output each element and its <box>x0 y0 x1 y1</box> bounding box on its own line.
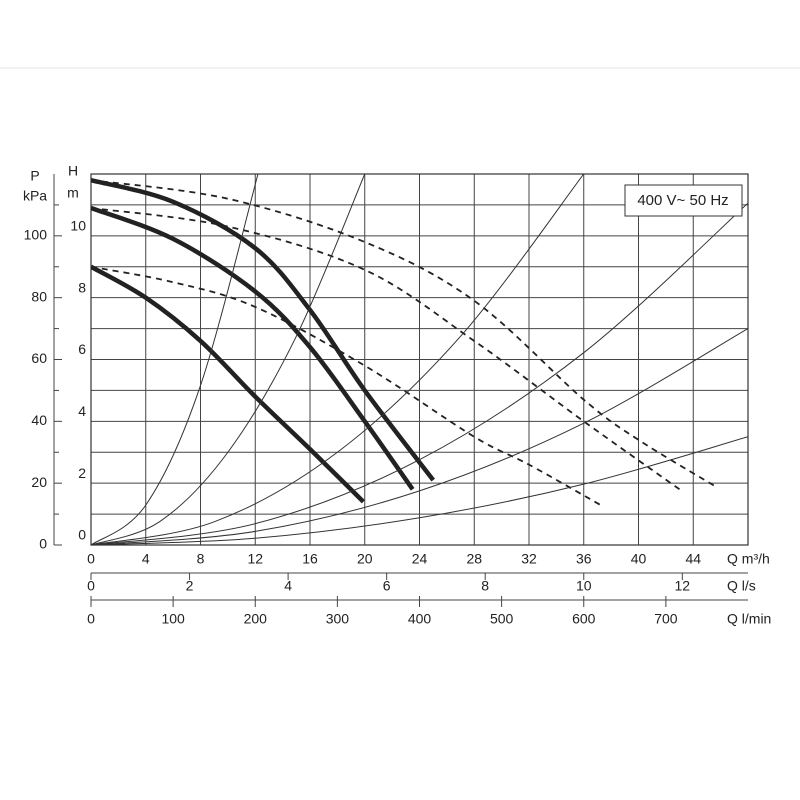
curve <box>91 205 415 491</box>
x3-tick-label: 500 <box>490 611 514 627</box>
p-unit: kPa <box>23 188 47 204</box>
curve <box>91 264 365 504</box>
curve <box>91 178 435 482</box>
x3-tick-label: 600 <box>572 611 596 627</box>
x-tick-label: 32 <box>521 551 537 567</box>
p-tick-label: 0 <box>39 536 47 552</box>
curve <box>91 265 601 506</box>
y-tick-label: 10 <box>70 218 86 234</box>
x3-tick-label: 200 <box>244 611 268 627</box>
p-tick-label: 60 <box>31 350 47 366</box>
x-tick-label: 40 <box>631 551 647 567</box>
h-label: H <box>68 163 78 179</box>
plot-frame <box>90 173 749 546</box>
p-tick-label: 20 <box>31 474 47 490</box>
p-tick-label: 100 <box>24 227 48 243</box>
x-tick-label: 36 <box>576 551 592 567</box>
x2-tick-label: 10 <box>576 578 592 594</box>
x-tick-label: 12 <box>247 551 263 567</box>
x-tick-label: 20 <box>357 551 373 567</box>
x2-tick-label: 4 <box>284 578 292 594</box>
x-tick-label: 24 <box>412 551 428 567</box>
info-label: 400 V~ 50 Hz <box>637 192 728 209</box>
curve <box>91 328 748 545</box>
curve <box>91 436 748 545</box>
curve <box>91 174 585 545</box>
x2-tick-label: 8 <box>481 578 489 594</box>
x-tick-label: 0 <box>87 551 95 567</box>
x-tick-label: 28 <box>466 551 482 567</box>
y-tick-label: 2 <box>78 465 86 481</box>
x-tick-label: 16 <box>302 551 318 567</box>
y-tick-label: 6 <box>78 341 86 357</box>
x3-axis-label: Q l/min <box>727 611 771 627</box>
curve <box>91 202 748 545</box>
x-axis-label: Q m³/h <box>727 551 770 567</box>
x3-tick-label: 300 <box>326 611 350 627</box>
curve <box>91 207 681 491</box>
x3-tick-label: 0 <box>87 611 95 627</box>
x3-tick-label: 700 <box>654 611 678 627</box>
x-tick-label: 44 <box>685 551 701 567</box>
x-tick-label: 4 <box>142 551 150 567</box>
curve <box>91 174 259 545</box>
x3-tick-label: 100 <box>161 611 185 627</box>
p-tick-label: 80 <box>31 288 47 304</box>
p-label: P <box>30 168 39 184</box>
x2-tick-label: 0 <box>87 578 95 594</box>
y-tick-label: 8 <box>78 279 86 295</box>
curve <box>91 174 366 545</box>
info-box <box>624 184 743 217</box>
x2-tick-label: 2 <box>186 578 194 594</box>
x3-tick-label: 400 <box>408 611 432 627</box>
y-tick-label: 0 <box>78 527 86 543</box>
h-unit: m <box>67 185 79 201</box>
x2-tick-label: 6 <box>383 578 391 594</box>
x2-tick-label: 12 <box>675 578 691 594</box>
curve <box>91 179 716 488</box>
x2-axis-label: Q l/s <box>727 578 756 594</box>
p-tick-label: 40 <box>31 412 47 428</box>
x-tick-label: 8 <box>197 551 205 567</box>
y-tick-label: 4 <box>78 403 86 419</box>
